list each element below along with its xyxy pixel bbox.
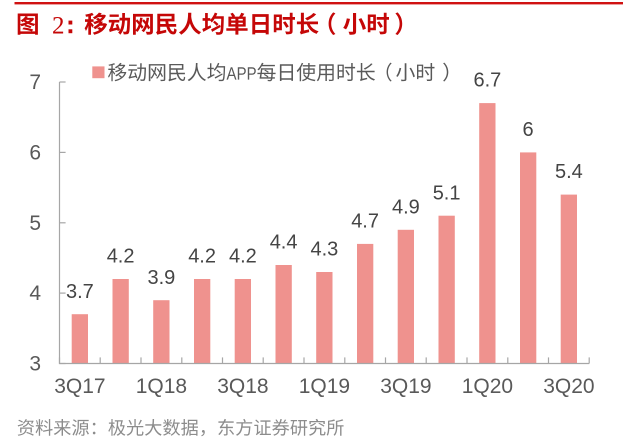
- svg-text:3: 3: [29, 353, 41, 376]
- svg-text:1Q18: 1Q18: [136, 375, 187, 398]
- svg-text:5.4: 5.4: [555, 161, 583, 183]
- svg-text:4.2: 4.2: [229, 246, 257, 268]
- svg-text:3.7: 3.7: [66, 281, 94, 303]
- svg-text:6.7: 6.7: [473, 70, 501, 92]
- svg-text:4.2: 4.2: [107, 246, 135, 268]
- svg-text:4.7: 4.7: [351, 211, 379, 233]
- svg-text:2: 2: [52, 12, 65, 39]
- svg-text:4: 4: [29, 282, 41, 305]
- svg-text:4.2: 4.2: [188, 246, 216, 268]
- svg-text:3Q17: 3Q17: [54, 375, 105, 398]
- svg-text:5: 5: [29, 212, 41, 235]
- svg-text:4.4: 4.4: [270, 232, 298, 254]
- svg-text:1Q20: 1Q20: [462, 375, 513, 398]
- svg-text:4.9: 4.9: [392, 196, 420, 218]
- svg-text:7: 7: [29, 71, 41, 94]
- svg-text:3Q18: 3Q18: [217, 375, 268, 398]
- svg-text:6: 6: [29, 141, 41, 164]
- svg-text:3.9: 3.9: [147, 267, 175, 289]
- svg-text:6: 6: [523, 119, 534, 141]
- svg-text:1Q19: 1Q19: [299, 375, 350, 398]
- svg-text:3Q20: 3Q20: [543, 375, 594, 398]
- svg-text:4.3: 4.3: [310, 239, 338, 261]
- svg-text:5.1: 5.1: [433, 182, 461, 204]
- svg-text:3Q19: 3Q19: [380, 375, 431, 398]
